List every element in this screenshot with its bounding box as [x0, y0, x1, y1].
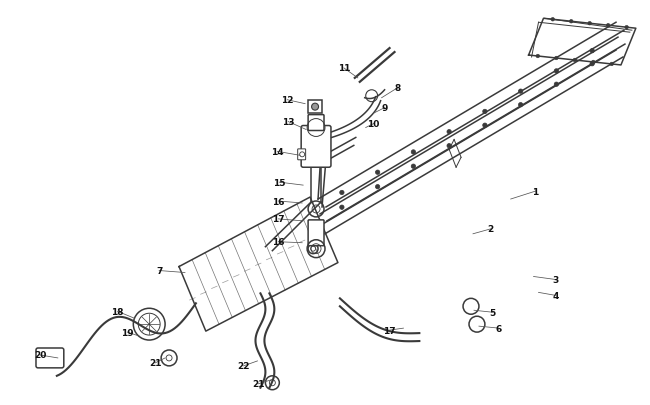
- Circle shape: [590, 62, 594, 67]
- Circle shape: [590, 49, 594, 54]
- Text: 11: 11: [337, 64, 350, 73]
- Circle shape: [340, 205, 344, 210]
- Text: 4: 4: [552, 291, 558, 300]
- FancyBboxPatch shape: [301, 126, 331, 168]
- Text: 20: 20: [34, 351, 46, 360]
- Circle shape: [340, 191, 344, 195]
- Circle shape: [536, 55, 540, 59]
- Text: 16: 16: [272, 238, 285, 247]
- Circle shape: [447, 144, 451, 149]
- Text: 2: 2: [488, 225, 494, 234]
- Text: 3: 3: [552, 275, 558, 284]
- Circle shape: [483, 124, 487, 128]
- FancyBboxPatch shape: [308, 100, 322, 113]
- FancyBboxPatch shape: [308, 220, 324, 246]
- Circle shape: [606, 24, 610, 28]
- Circle shape: [588, 22, 592, 26]
- Text: 22: 22: [237, 362, 250, 371]
- Circle shape: [519, 90, 523, 94]
- Circle shape: [376, 185, 380, 190]
- Circle shape: [519, 103, 523, 108]
- Text: 7: 7: [156, 266, 162, 275]
- Circle shape: [592, 61, 595, 64]
- Text: 6: 6: [496, 324, 502, 333]
- Text: 17: 17: [384, 326, 396, 335]
- Text: 21: 21: [149, 358, 161, 367]
- FancyBboxPatch shape: [308, 115, 324, 131]
- Circle shape: [311, 104, 318, 111]
- Circle shape: [554, 70, 558, 74]
- FancyBboxPatch shape: [36, 348, 64, 368]
- Circle shape: [483, 110, 487, 114]
- Circle shape: [569, 20, 573, 24]
- Text: 13: 13: [282, 118, 294, 127]
- Text: 12: 12: [281, 96, 294, 105]
- Text: 16: 16: [272, 197, 285, 206]
- Circle shape: [411, 164, 415, 169]
- Circle shape: [573, 59, 577, 63]
- Text: 14: 14: [271, 147, 283, 156]
- Text: 21: 21: [252, 379, 265, 388]
- Text: 19: 19: [121, 328, 134, 337]
- Circle shape: [376, 171, 380, 175]
- Text: 8: 8: [395, 84, 400, 93]
- FancyBboxPatch shape: [298, 149, 305, 160]
- Circle shape: [554, 83, 558, 87]
- Circle shape: [610, 63, 614, 66]
- Text: 1: 1: [532, 187, 539, 196]
- Text: 9: 9: [382, 104, 388, 113]
- Circle shape: [625, 26, 629, 30]
- Circle shape: [411, 150, 415, 155]
- Circle shape: [551, 18, 554, 22]
- Text: 17: 17: [272, 215, 285, 224]
- Text: 10: 10: [367, 120, 380, 129]
- Text: 18: 18: [111, 307, 124, 316]
- Text: 15: 15: [273, 178, 285, 187]
- Text: 5: 5: [489, 308, 496, 317]
- Circle shape: [554, 57, 558, 61]
- Circle shape: [447, 130, 451, 134]
